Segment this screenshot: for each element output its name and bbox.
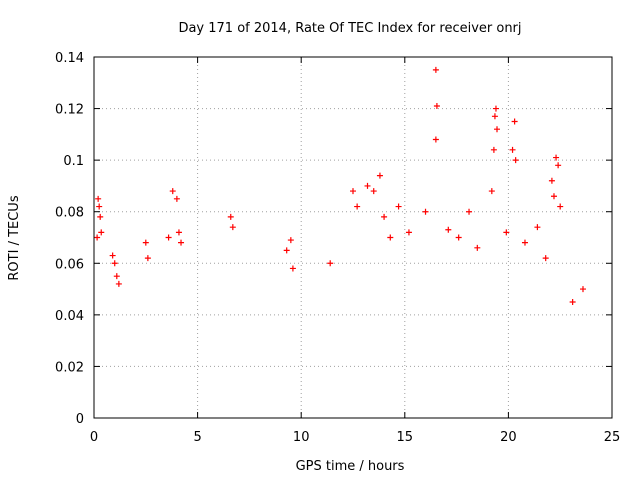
- x-tick-label: 10: [293, 430, 310, 445]
- data-point: [376, 172, 383, 179]
- data-point: [370, 188, 377, 195]
- data-point: [96, 203, 103, 210]
- y-tick-label: 0.04: [55, 309, 84, 324]
- data-points: [94, 66, 586, 305]
- data-point: [550, 193, 557, 200]
- data-point: [227, 213, 234, 220]
- y-tick-label: 0.1: [63, 154, 84, 169]
- data-point: [494, 126, 501, 133]
- data-point: [109, 252, 116, 259]
- data-point: [542, 255, 549, 262]
- data-point: [474, 244, 481, 251]
- x-axis-label: GPS time / hours: [296, 459, 405, 474]
- data-point: [511, 118, 518, 125]
- data-point: [381, 213, 388, 220]
- y-tick-label: 0.14: [55, 51, 84, 66]
- data-point: [569, 298, 576, 305]
- data-point: [422, 208, 429, 215]
- data-point: [509, 146, 516, 153]
- data-point: [395, 203, 402, 210]
- data-point: [144, 255, 151, 262]
- data-point: [95, 195, 102, 202]
- data-point: [432, 66, 439, 73]
- y-tick-label: 0: [76, 412, 84, 427]
- data-point: [387, 234, 394, 241]
- data-point: [364, 182, 371, 189]
- plot-frame: [93, 56, 613, 419]
- data-point: [354, 203, 361, 210]
- data-point: [169, 188, 176, 195]
- data-point: [175, 229, 182, 236]
- y-tick-label: 0.12: [55, 103, 84, 118]
- data-point: [165, 234, 172, 241]
- x-tick-label: 5: [193, 430, 201, 445]
- x-tick-label: 20: [500, 430, 517, 445]
- data-point: [445, 226, 452, 233]
- data-point: [327, 260, 334, 267]
- y-tick-label: 0.02: [55, 360, 84, 375]
- data-point: [491, 113, 498, 120]
- data-point: [557, 203, 564, 210]
- data-point: [534, 224, 541, 231]
- y-tick-labels: 0 0.02 0.04 0.06 0.08 0.1 0.12 0.14: [55, 51, 84, 427]
- data-point: [142, 239, 149, 246]
- data-point: [521, 239, 528, 246]
- y-axis-label: ROTI / TECUs: [7, 195, 22, 280]
- data-point: [548, 177, 555, 184]
- axis-ticks: [93, 56, 613, 419]
- data-point: [488, 188, 495, 195]
- data-point: [350, 188, 356, 195]
- data-point: [490, 146, 497, 153]
- data-point: [492, 105, 499, 112]
- data-point: [97, 213, 104, 220]
- data-point: [455, 234, 462, 241]
- data-point: [178, 239, 185, 246]
- data-point: [432, 136, 439, 143]
- data-point: [555, 162, 562, 169]
- data-point: [287, 237, 294, 244]
- chart-title: Day 171 of 2014, Rate Of TEC Index for r…: [178, 21, 521, 36]
- data-point: [405, 229, 412, 236]
- data-point: [289, 265, 296, 272]
- data-point: [94, 234, 101, 241]
- data-point: [111, 260, 118, 267]
- x-tick-label: 15: [397, 430, 414, 445]
- x-tick-labels: 0 5 10 15 20 25: [90, 430, 620, 445]
- data-point: [113, 273, 120, 280]
- data-point: [553, 154, 560, 161]
- data-point: [579, 286, 586, 293]
- data-point: [512, 157, 519, 164]
- data-point: [503, 229, 510, 236]
- data-point: [115, 280, 122, 287]
- y-tick-label: 0.08: [55, 206, 84, 221]
- data-point: [173, 195, 180, 202]
- grid-lines: [94, 57, 612, 418]
- data-point: [283, 247, 290, 254]
- y-tick-label: 0.06: [55, 257, 84, 272]
- x-tick-label: 25: [604, 430, 621, 445]
- data-point: [466, 208, 473, 215]
- data-point: [229, 224, 236, 231]
- x-tick-label: 0: [90, 430, 98, 445]
- data-point: [433, 102, 440, 109]
- data-point: [98, 229, 105, 236]
